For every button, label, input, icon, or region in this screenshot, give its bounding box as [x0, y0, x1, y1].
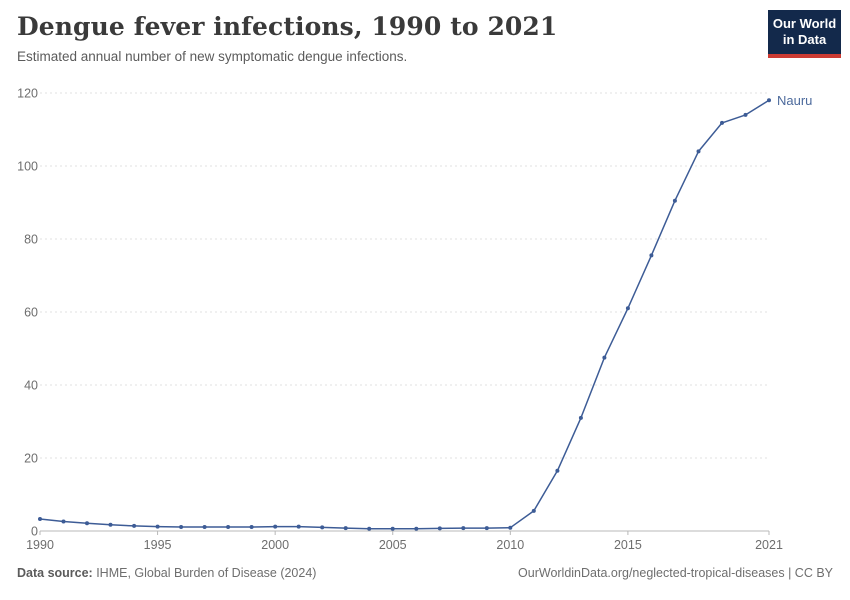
data-point: [38, 517, 42, 521]
data-source-note: Data source: IHME, Global Burden of Dise…: [17, 566, 316, 580]
data-point: [649, 253, 654, 258]
data-point: [743, 112, 748, 117]
x-axis-tick-label: 1990: [26, 538, 54, 552]
y-axis-tick-label: 100: [17, 160, 38, 174]
series-line: [39, 99, 770, 530]
chart-subtitle: Estimated annual number of new symptomat…: [17, 49, 408, 64]
data-point: [249, 525, 254, 529]
owid-link[interactable]: OurWorldinData.org/neglected-tropical-di…: [518, 566, 833, 580]
entity-label[interactable]: Nauru: [777, 93, 812, 108]
data-point: [132, 523, 137, 528]
y-axis-tick-label: 80: [24, 233, 38, 247]
data-point: [531, 508, 536, 513]
data-point: [179, 525, 184, 529]
x-axis-tick-label: 2010: [496, 538, 524, 552]
data-point: [155, 524, 160, 529]
data-point: [202, 525, 207, 529]
data-point: [85, 521, 89, 526]
x-axis-tick-label: 1995: [144, 538, 172, 552]
data-source-label: Data source:: [17, 566, 93, 580]
chart-footer: Data source: IHME, Global Burden of Dise…: [17, 566, 833, 580]
x-axis-tick-label: 2005: [379, 538, 407, 552]
y-axis-tick-label: 0: [31, 525, 38, 539]
data-point: [696, 149, 701, 154]
data-point: [578, 415, 583, 420]
data-point: [720, 120, 724, 125]
data-point: [343, 526, 348, 531]
data-point: [273, 524, 278, 529]
data-point: [508, 525, 513, 530]
page-title: Dengue fever infections, 1990 to 2021: [17, 12, 558, 41]
data-point: [625, 306, 630, 311]
data-point: [767, 98, 771, 103]
data-point: [296, 524, 301, 529]
data-point: [320, 525, 325, 530]
owid-logo-line2: in Data: [782, 32, 827, 48]
chart-header: Dengue fever infections, 1990 to 2021 Es…: [17, 12, 755, 64]
data-point: [484, 526, 489, 531]
data-point: [61, 519, 66, 524]
data-source-text: IHME, Global Burden of Disease (2024): [92, 566, 317, 580]
y-axis-tick-label: 120: [17, 87, 38, 101]
x-axis-tick-label: 2021: [755, 538, 783, 552]
y-axis-tick-label: 40: [24, 379, 38, 393]
data-point: [672, 198, 677, 203]
data-point: [367, 526, 372, 531]
data-point: [108, 522, 113, 527]
data-point: [390, 526, 395, 531]
data-point: [555, 468, 560, 473]
owid-logo-line1: Our World: [772, 16, 837, 31]
data-point: [226, 525, 231, 529]
y-axis-tick-label: 60: [24, 306, 38, 320]
data-point: [602, 355, 607, 360]
x-axis-tick-label: 2015: [614, 538, 642, 552]
data-point: [414, 526, 419, 531]
data-point: [461, 526, 466, 531]
owid-logo[interactable]: Our World in Data: [768, 10, 841, 58]
data-point: [437, 526, 442, 531]
x-axis-tick-label: 2000: [261, 538, 289, 552]
y-axis-tick-label: 20: [24, 452, 38, 466]
line-chart-canvas[interactable]: 0 20 40 60 80 100 120 1990 1995 2000 2005 2010 2015 2…: [0, 80, 850, 558]
